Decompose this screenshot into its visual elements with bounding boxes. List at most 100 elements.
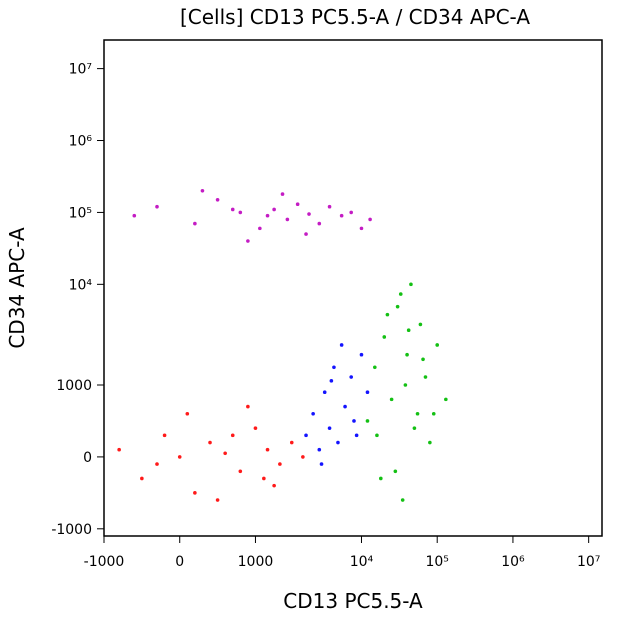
event-dot (327, 426, 332, 430)
event-dot (421, 357, 425, 362)
x-tick-label: 1000 (238, 554, 274, 570)
event-dot (117, 447, 121, 452)
event-dot (375, 433, 379, 438)
event-dot (200, 188, 205, 193)
event-dot (415, 411, 420, 416)
y-tick-label: 0 (83, 450, 92, 466)
event-dot (435, 343, 440, 347)
event-dot (398, 292, 403, 296)
chart-title: [Cells] CD13 PC5.5-A / CD34 APC-A (180, 5, 530, 29)
event-dot (289, 440, 294, 445)
event-dot (354, 433, 359, 438)
event-dot (162, 433, 167, 438)
y-tick-label: -1000 (51, 522, 92, 538)
x-tick-label: 10⁴ (350, 554, 374, 570)
y-tick-label: 10⁷ (69, 62, 92, 78)
event-dot (382, 335, 387, 339)
event-dot (278, 462, 282, 466)
event-dot (444, 397, 448, 402)
event-dot (359, 352, 364, 357)
event-dot (307, 212, 311, 216)
event-dot (319, 462, 324, 466)
event-dot (177, 455, 182, 459)
event-dot (365, 419, 370, 423)
event-dot (418, 322, 423, 327)
event-dot (230, 207, 235, 212)
event-dot (332, 365, 336, 370)
x-tick-label: 10⁵ (425, 554, 448, 570)
event-dot (349, 375, 354, 379)
event-dot (253, 426, 258, 430)
event-dot (409, 282, 413, 287)
event-dot (230, 433, 235, 438)
y-tick-label: 10⁶ (69, 134, 93, 150)
event-dot (155, 462, 159, 466)
y-tick-label: 1000 (56, 378, 92, 394)
event-dot (193, 491, 197, 495)
event-dot (349, 210, 354, 215)
event-dot (343, 404, 347, 409)
x-tick-label: 10⁶ (501, 554, 525, 570)
event-dot (132, 213, 137, 218)
event-dot (327, 204, 332, 209)
event-dot (339, 343, 344, 347)
event-dot (258, 226, 262, 231)
event-dot (304, 433, 308, 438)
event-dot (317, 221, 322, 226)
event-dot (295, 202, 300, 207)
event-dot (140, 476, 144, 481)
event-dot (265, 213, 270, 218)
event-dot (304, 232, 308, 236)
x-tick-label: 10⁷ (577, 554, 600, 570)
event-dot (393, 469, 398, 474)
event-dot (262, 476, 266, 481)
event-dot (317, 447, 322, 452)
event-dot (285, 217, 290, 222)
event-dot (208, 440, 212, 445)
event-dot (193, 221, 197, 226)
event-dot (238, 469, 243, 474)
event-dot (368, 217, 372, 222)
event-dot (385, 312, 390, 317)
event-dot (215, 197, 220, 202)
x-tick-label: -1000 (84, 554, 125, 570)
event-dot (379, 476, 383, 481)
event-dot (373, 365, 377, 370)
event-dot (155, 204, 159, 209)
event-dot (431, 411, 436, 416)
event-dot (329, 379, 334, 383)
y-axis-label: CD34 APC-A (5, 227, 29, 349)
event-dot (365, 390, 370, 394)
x-axis-label: CD13 PC5.5-A (283, 589, 423, 613)
event-dot (185, 411, 190, 416)
event-dot (423, 375, 428, 379)
event-dot (215, 498, 220, 502)
event-dot (272, 207, 276, 212)
event-dot (406, 328, 411, 333)
event-dot (389, 397, 394, 402)
y-tick-label: 10⁴ (69, 277, 93, 293)
plot-frame (103, 39, 603, 537)
event-dot (400, 498, 405, 502)
event-dot (405, 352, 409, 357)
event-dot (223, 451, 227, 456)
event-dot (246, 404, 250, 409)
event-dot (339, 213, 344, 218)
event-dot (395, 304, 400, 309)
event-dot (412, 426, 417, 430)
event-dot (403, 383, 408, 387)
y-tick-label: 10⁵ (69, 205, 92, 221)
x-tick-label: 0 (175, 554, 184, 570)
event-dot (336, 440, 340, 445)
event-dot (301, 455, 305, 459)
event-dot (352, 419, 356, 423)
event-dot (238, 210, 243, 215)
event-dot (280, 192, 285, 196)
event-dot (322, 390, 327, 394)
event-dot (359, 226, 364, 231)
event-dot (265, 447, 270, 452)
event-dot (428, 440, 432, 445)
event-dot (246, 239, 250, 243)
event-dot (311, 411, 315, 416)
